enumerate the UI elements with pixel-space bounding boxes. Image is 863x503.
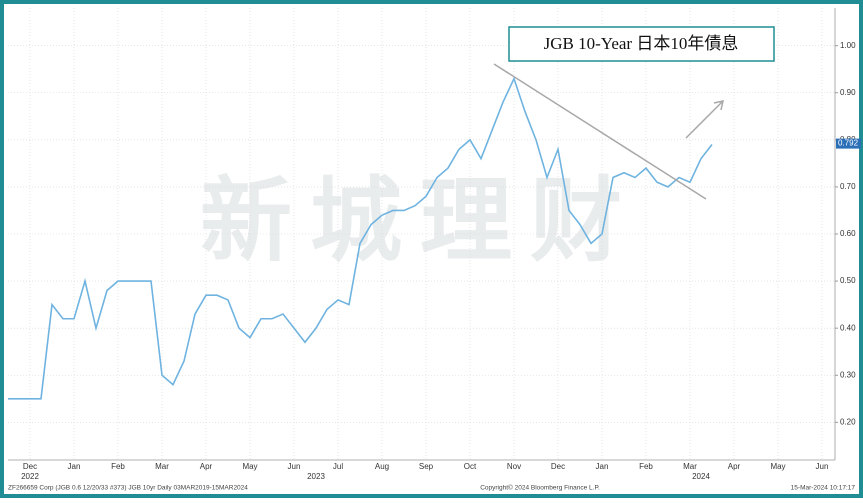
- y-tick-label: 0.60: [840, 229, 856, 238]
- x-tick-label: Jul: [333, 462, 343, 471]
- last-value-label: 0.792: [838, 139, 859, 148]
- x-tick-label: Jan: [68, 462, 81, 471]
- x-tick-label: Apr: [200, 462, 213, 471]
- x-tick-label: May: [242, 462, 257, 471]
- x-tick-label: Aug: [375, 462, 389, 471]
- x-tick-label: Nov: [507, 462, 521, 471]
- y-tick-label: 0.20: [840, 417, 856, 426]
- footer-right: 15-Mar-2024 10:17:17: [791, 485, 856, 492]
- title-box: [508, 26, 775, 62]
- x-tick-label: Feb: [639, 462, 653, 471]
- y-tick-label: 0.40: [840, 323, 856, 332]
- footer-left: ZF266659 Corp (JGB 0.6 12/20/33 #373) JG…: [8, 485, 248, 492]
- arrow-head: [713, 100, 724, 111]
- x-tick-label: Apr: [728, 462, 741, 471]
- last-value-box: [836, 138, 861, 149]
- y-tick-label: 0.50: [840, 276, 856, 285]
- x-tick-label: Jun: [288, 462, 301, 471]
- x-tick-label: Mar: [155, 462, 169, 471]
- x-tick-label: Dec: [23, 462, 37, 471]
- series-line: [8, 76, 713, 400]
- year-label: 2024: [692, 472, 710, 481]
- chart-title: JGB 10-Year 日本10年債息: [544, 34, 739, 53]
- x-tick-label: Dec: [551, 462, 565, 471]
- plot-area: 0.200.300.400.500.600.700.800.901.00DecJ…: [8, 8, 856, 481]
- footer-center: Copyright© 2024 Bloomberg Finance L.P.: [480, 484, 600, 492]
- trend-line: [493, 63, 707, 200]
- x-tick-label: Feb: [111, 462, 125, 471]
- x-tick-label: Sep: [419, 462, 434, 471]
- x-tick-label: Jan: [596, 462, 609, 471]
- y-tick-label: 0.70: [840, 182, 856, 191]
- x-tick-label: Jun: [816, 462, 829, 471]
- year-label: 2022: [21, 472, 39, 481]
- watermark: 新城理财: [200, 170, 640, 272]
- x-tick-label: May: [770, 462, 785, 471]
- y-tick-label: 1.00: [840, 41, 856, 50]
- x-tick-label: Oct: [464, 462, 477, 471]
- year-label: 2023: [307, 472, 325, 481]
- x-tick-label: Mar: [683, 462, 697, 471]
- trend-arrow: [685, 101, 723, 139]
- y-tick-label: 0.30: [840, 370, 856, 379]
- y-tick-label: 0.90: [840, 88, 856, 97]
